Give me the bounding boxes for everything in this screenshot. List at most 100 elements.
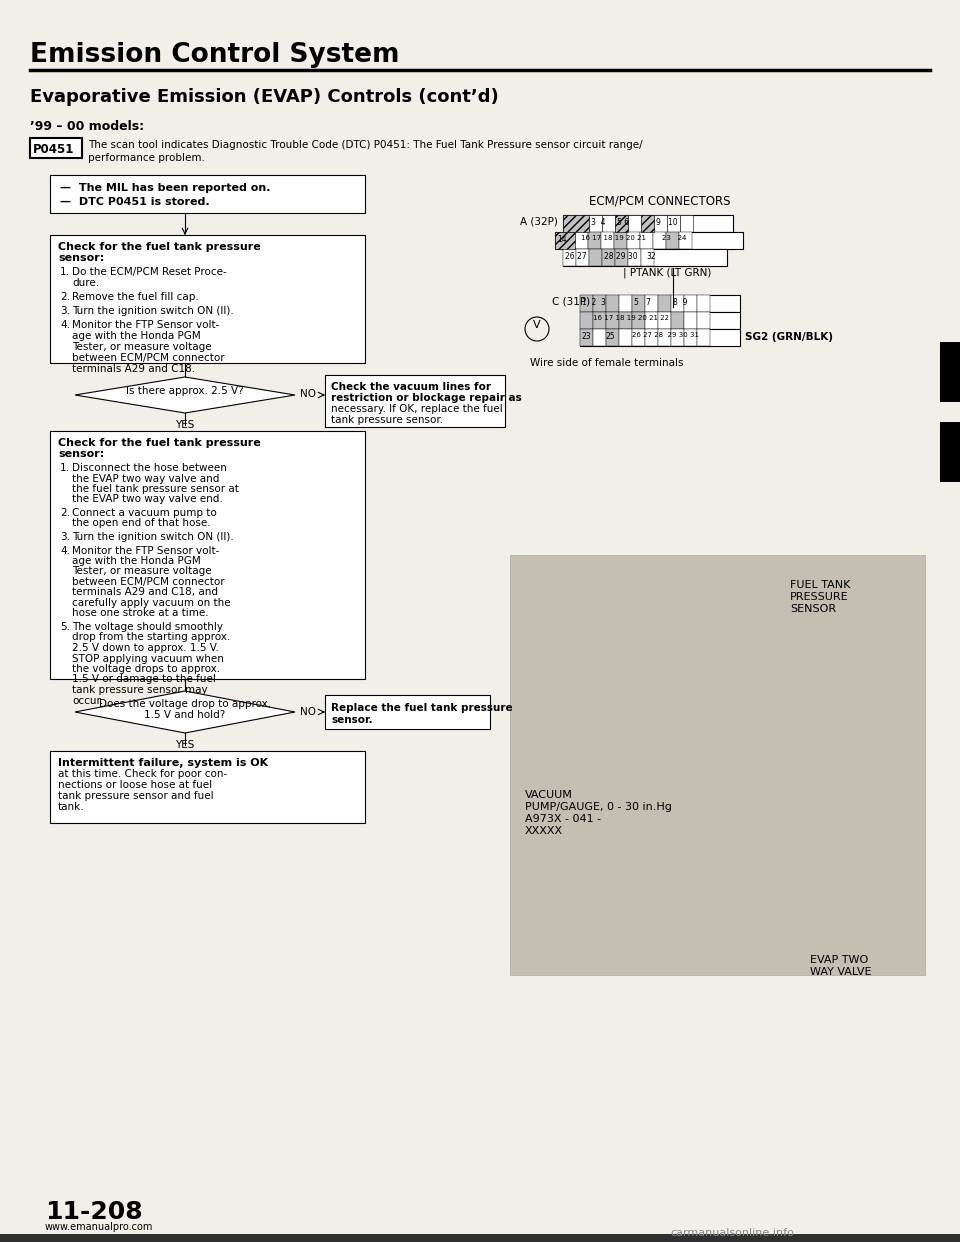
FancyBboxPatch shape bbox=[639, 232, 653, 248]
FancyBboxPatch shape bbox=[30, 138, 82, 158]
FancyBboxPatch shape bbox=[580, 296, 740, 312]
Text: —  The MIL has been reported on.: — The MIL has been reported on. bbox=[60, 183, 271, 193]
Text: 11-208: 11-208 bbox=[45, 1200, 143, 1225]
Text: 5   7: 5 7 bbox=[634, 298, 651, 307]
Text: PRESSURE: PRESSURE bbox=[790, 592, 849, 602]
FancyBboxPatch shape bbox=[628, 248, 641, 266]
FancyBboxPatch shape bbox=[665, 232, 679, 248]
FancyBboxPatch shape bbox=[613, 232, 627, 248]
Text: between ECM/PCM connector: between ECM/PCM connector bbox=[72, 578, 225, 587]
Text: Is there approx. 2.5 V?: Is there approx. 2.5 V? bbox=[126, 386, 244, 396]
FancyBboxPatch shape bbox=[563, 248, 727, 266]
Text: Connect a vacuum pump to: Connect a vacuum pump to bbox=[72, 508, 217, 518]
FancyBboxPatch shape bbox=[632, 329, 645, 347]
Text: Check for the fuel tank pressure: Check for the fuel tank pressure bbox=[58, 242, 261, 252]
Text: Evaporative Emission (EVAP) Controls (cont’d): Evaporative Emission (EVAP) Controls (co… bbox=[30, 88, 499, 106]
Text: the EVAP two way valve and: the EVAP two way valve and bbox=[72, 473, 220, 483]
FancyBboxPatch shape bbox=[580, 296, 593, 312]
Text: hose one stroke at a time.: hose one stroke at a time. bbox=[72, 609, 208, 619]
Text: carefully apply vacuum on the: carefully apply vacuum on the bbox=[72, 597, 230, 609]
FancyBboxPatch shape bbox=[50, 235, 365, 363]
FancyBboxPatch shape bbox=[555, 232, 574, 248]
FancyBboxPatch shape bbox=[589, 248, 602, 266]
Text: STOP applying vacuum when: STOP applying vacuum when bbox=[72, 653, 224, 663]
Text: Check the vacuum lines for: Check the vacuum lines for bbox=[331, 383, 491, 392]
Text: carmanualsonline.info: carmanualsonline.info bbox=[670, 1228, 794, 1238]
Text: performance problem.: performance problem. bbox=[88, 153, 204, 163]
FancyBboxPatch shape bbox=[602, 215, 615, 232]
Text: 28 29 30: 28 29 30 bbox=[604, 252, 637, 261]
FancyBboxPatch shape bbox=[588, 232, 601, 248]
Text: tank pressure sensor and fuel: tank pressure sensor and fuel bbox=[58, 791, 214, 801]
FancyBboxPatch shape bbox=[615, 248, 628, 266]
Text: 3.: 3. bbox=[60, 306, 70, 315]
FancyBboxPatch shape bbox=[50, 751, 365, 823]
Text: age with the Honda PGM: age with the Honda PGM bbox=[72, 556, 201, 566]
Text: Disconnect the hose between: Disconnect the hose between bbox=[72, 463, 227, 473]
Text: the open end of that hose.: the open end of that hose. bbox=[72, 518, 210, 529]
FancyBboxPatch shape bbox=[697, 312, 710, 329]
Text: Does the voltage drop to approx.: Does the voltage drop to approx. bbox=[99, 699, 271, 709]
FancyBboxPatch shape bbox=[654, 215, 667, 232]
Text: 5.: 5. bbox=[60, 622, 70, 632]
FancyBboxPatch shape bbox=[940, 422, 960, 482]
FancyBboxPatch shape bbox=[645, 312, 658, 329]
FancyBboxPatch shape bbox=[606, 329, 619, 347]
Text: drop from the starting approx.: drop from the starting approx. bbox=[72, 632, 230, 642]
Polygon shape bbox=[75, 378, 295, 414]
FancyBboxPatch shape bbox=[50, 175, 365, 212]
FancyBboxPatch shape bbox=[589, 215, 602, 232]
Text: Remove the fuel fill cap.: Remove the fuel fill cap. bbox=[72, 292, 199, 302]
Text: the fuel tank pressure sensor at: the fuel tank pressure sensor at bbox=[72, 484, 239, 494]
Text: Emission Control System: Emission Control System bbox=[30, 42, 399, 68]
FancyBboxPatch shape bbox=[645, 296, 658, 312]
FancyBboxPatch shape bbox=[697, 296, 710, 312]
FancyBboxPatch shape bbox=[602, 248, 615, 266]
FancyBboxPatch shape bbox=[0, 1235, 960, 1242]
Text: tank pressure sensor may: tank pressure sensor may bbox=[72, 686, 207, 696]
Polygon shape bbox=[75, 691, 295, 733]
Text: 1.5 V and hold?: 1.5 V and hold? bbox=[144, 710, 226, 720]
FancyBboxPatch shape bbox=[593, 296, 606, 312]
FancyBboxPatch shape bbox=[580, 312, 593, 329]
Text: 16 17 18 19 20 21 22: 16 17 18 19 20 21 22 bbox=[593, 315, 669, 320]
Text: NO: NO bbox=[300, 707, 316, 717]
FancyBboxPatch shape bbox=[658, 312, 671, 329]
FancyBboxPatch shape bbox=[680, 215, 693, 232]
Text: PUMP/GAUGE, 0 - 30 in.Hg: PUMP/GAUGE, 0 - 30 in.Hg bbox=[525, 802, 672, 812]
Text: 32: 32 bbox=[646, 252, 656, 261]
Text: between ECM/PCM connector: between ECM/PCM connector bbox=[72, 353, 225, 363]
Text: 23: 23 bbox=[582, 332, 591, 342]
FancyBboxPatch shape bbox=[940, 342, 960, 402]
Text: EVAP TWO: EVAP TWO bbox=[810, 955, 868, 965]
FancyBboxPatch shape bbox=[684, 296, 697, 312]
FancyBboxPatch shape bbox=[619, 296, 632, 312]
Text: A973X - 041 -: A973X - 041 - bbox=[525, 814, 601, 823]
Text: SENSOR: SENSOR bbox=[790, 604, 836, 614]
Text: at this time. Check for poor con-: at this time. Check for poor con- bbox=[58, 769, 228, 779]
FancyBboxPatch shape bbox=[563, 215, 733, 232]
Text: dure.: dure. bbox=[72, 278, 99, 288]
Text: nections or loose hose at fuel: nections or loose hose at fuel bbox=[58, 780, 212, 790]
Text: 8  9: 8 9 bbox=[673, 298, 687, 307]
Text: Monitor the FTP Sensor volt-: Monitor the FTP Sensor volt- bbox=[72, 320, 220, 330]
Text: necessary. If OK, replace the fuel: necessary. If OK, replace the fuel bbox=[331, 404, 503, 414]
Text: sensor.: sensor. bbox=[331, 715, 372, 725]
FancyBboxPatch shape bbox=[627, 232, 639, 248]
Text: Wire side of female terminals: Wire side of female terminals bbox=[530, 358, 684, 368]
FancyBboxPatch shape bbox=[641, 248, 654, 266]
Text: P0451: P0451 bbox=[33, 143, 74, 156]
Text: 25: 25 bbox=[606, 332, 615, 342]
FancyBboxPatch shape bbox=[684, 312, 697, 329]
FancyBboxPatch shape bbox=[671, 329, 684, 347]
Text: the EVAP two way valve end.: the EVAP two way valve end. bbox=[72, 494, 223, 504]
Text: 4.: 4. bbox=[60, 545, 70, 555]
Text: YES: YES bbox=[176, 740, 195, 750]
Text: Check for the fuel tank pressure: Check for the fuel tank pressure bbox=[58, 438, 261, 448]
Text: Replace the fuel tank pressure: Replace the fuel tank pressure bbox=[331, 703, 513, 713]
Text: sensor:: sensor: bbox=[58, 253, 105, 263]
Text: C (31P): C (31P) bbox=[552, 297, 590, 307]
FancyBboxPatch shape bbox=[641, 215, 654, 232]
Text: tank.: tank. bbox=[58, 802, 84, 812]
FancyBboxPatch shape bbox=[563, 215, 589, 232]
